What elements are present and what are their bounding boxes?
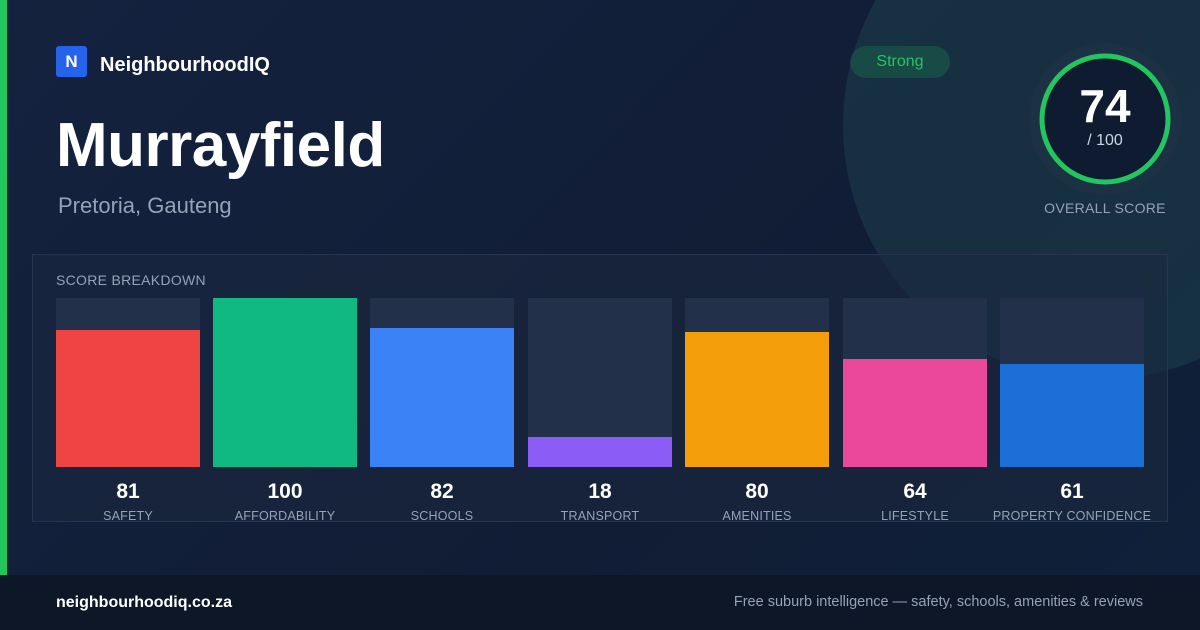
bar-label: TRANSPORT bbox=[560, 509, 640, 523]
bar-label: AFFORDABILITY bbox=[234, 509, 336, 523]
footer-url-link[interactable]: neighbourhoodiq.co.za bbox=[56, 594, 232, 611]
bar-fill bbox=[528, 436, 672, 467]
bar-track bbox=[56, 298, 200, 467]
brand[interactable]: N NeighbourhoodIQ bbox=[56, 46, 270, 77]
breakdown-title: SCORE BREAKDOWN bbox=[56, 272, 206, 288]
suburb-location: Pretoria, Gauteng bbox=[58, 193, 232, 218]
bar-label: LIFESTYLE bbox=[881, 509, 949, 523]
score-breakdown-panel: SCORE BREAKDOWN 81 SAFETY 100 AFFORDABIL… bbox=[32, 254, 1168, 523]
bar-value: 80 bbox=[745, 480, 769, 503]
bar-fill bbox=[213, 298, 357, 467]
bar-label: SCHOOLS bbox=[410, 509, 474, 523]
footer: neighbourhoodiq.co.za Free suburb intell… bbox=[0, 575, 1200, 630]
bar-fill bbox=[843, 358, 987, 467]
bar-track bbox=[528, 298, 672, 467]
bar-fill bbox=[685, 331, 829, 467]
bar-track bbox=[685, 298, 829, 467]
suburb-title: Murrayfield bbox=[56, 111, 385, 180]
bar-value: 81 bbox=[116, 480, 140, 503]
overall-score-max: / 100 bbox=[1087, 132, 1123, 149]
bar-value: 82 bbox=[430, 480, 454, 503]
rating-badge: Strong bbox=[850, 46, 950, 78]
logo-icon: N bbox=[56, 46, 87, 77]
bar-label: AMENITIES bbox=[722, 509, 792, 523]
bar-track bbox=[843, 298, 987, 467]
bar-value: 64 bbox=[903, 480, 927, 503]
bar-track bbox=[1000, 298, 1144, 467]
accent-bar bbox=[0, 0, 7, 575]
bar-label: PROPERTY CONFIDENCE bbox=[992, 509, 1152, 523]
bar-track bbox=[370, 298, 514, 467]
overall-score-value: 74 bbox=[1079, 80, 1131, 132]
bar-fill bbox=[56, 330, 200, 467]
bar-value: 100 bbox=[267, 480, 303, 503]
overall-score-ring: 74 / 100 bbox=[1029, 43, 1181, 195]
score-ring-icon bbox=[1029, 43, 1181, 195]
footer-tagline: Free suburb intelligence — safety, schoo… bbox=[733, 594, 1143, 610]
bar-value: 18 bbox=[588, 480, 612, 503]
bar-label: SAFETY bbox=[103, 509, 153, 523]
overall-score-label: OVERALL SCORE bbox=[1044, 200, 1166, 216]
brand-name: NeighbourhoodIQ bbox=[100, 54, 270, 76]
bar-track bbox=[213, 298, 357, 467]
bar-fill bbox=[370, 328, 514, 467]
bar-value: 61 bbox=[1060, 480, 1084, 503]
bar-fill bbox=[1000, 363, 1144, 467]
